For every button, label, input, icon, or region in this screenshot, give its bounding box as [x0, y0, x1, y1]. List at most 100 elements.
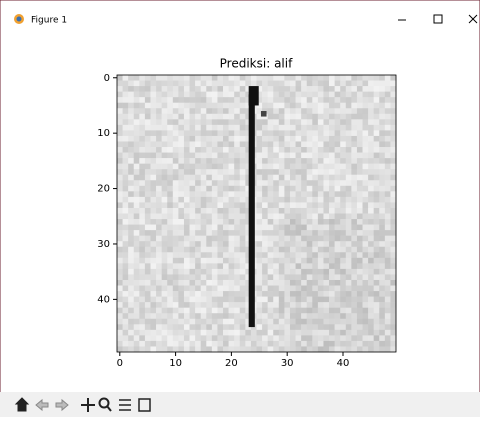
image-pixel: [167, 103, 173, 109]
image-pixel: [268, 81, 274, 87]
image-pixel: [184, 86, 190, 92]
image-pixel: [312, 92, 318, 98]
image-pixel: [374, 108, 380, 114]
image-pixel: [123, 302, 129, 308]
image-pixel: [262, 346, 268, 352]
image-pixel: [390, 114, 396, 120]
image-pixel: [123, 92, 129, 98]
image-pixel: [312, 335, 318, 341]
image-pixel: [279, 81, 285, 87]
image-pixel: [212, 269, 218, 275]
image-pixel: [240, 319, 246, 325]
image-pixel: [374, 247, 380, 253]
image-pixel: [312, 302, 318, 308]
image-pixel: [229, 180, 235, 186]
image-pixel: [150, 286, 156, 292]
image-pixel: [134, 335, 140, 341]
image-pixel: [162, 92, 168, 98]
image-pixel: [134, 291, 140, 297]
image-pixel: [363, 313, 369, 319]
image-pixel: [279, 175, 285, 181]
image-pixel: [229, 208, 235, 214]
image-pixel: [134, 136, 140, 142]
image-pixel: [206, 280, 212, 286]
image-pixel: [273, 136, 279, 142]
image-pixel: [206, 75, 212, 81]
image-pixel: [145, 241, 151, 247]
image-pixel: [379, 175, 385, 181]
image-pixel: [178, 258, 184, 264]
image-pixel: [206, 346, 212, 352]
image-pixel: [162, 335, 168, 341]
image-pixel: [335, 324, 341, 330]
image-pixel: [385, 158, 391, 164]
image-pixel: [212, 81, 218, 87]
image-pixel: [212, 230, 218, 236]
image-pixel: [123, 164, 129, 170]
image-pixel: [173, 335, 179, 341]
image-pixel: [117, 258, 123, 264]
image-pixel: [284, 346, 290, 352]
image-pixel: [150, 324, 156, 330]
image-pixel: [234, 247, 240, 253]
image-pixel: [329, 236, 335, 242]
image-pixel: [279, 208, 285, 214]
image-pixel: [368, 141, 374, 147]
image-pixel: [190, 208, 196, 214]
image-pixel: [374, 114, 380, 120]
image-pixel: [329, 92, 335, 98]
image-pixel: [190, 214, 196, 220]
image-pixel: [279, 274, 285, 280]
image-pixel: [363, 258, 369, 264]
image-pixel: [257, 247, 263, 253]
image-pixel: [390, 341, 396, 347]
image-pixel: [162, 230, 168, 236]
image-pixel: [195, 291, 201, 297]
image-pixel: [329, 335, 335, 341]
image-pixel: [296, 286, 302, 292]
image-pixel: [385, 197, 391, 203]
image-pixel: [195, 346, 201, 352]
image-pixel: [368, 280, 374, 286]
image-pixel: [268, 225, 274, 231]
image-pixel: [346, 286, 352, 292]
image-pixel: [329, 219, 335, 225]
image-pixel: [145, 308, 151, 314]
image-pixel: [307, 86, 313, 92]
image-pixel: [290, 197, 296, 203]
image-pixel: [357, 263, 363, 269]
image-pixel: [363, 291, 369, 297]
image-pixel: [257, 125, 263, 131]
image-pixel: [312, 286, 318, 292]
image-pixel: [379, 186, 385, 192]
image-pixel: [184, 302, 190, 308]
image-pixel: [323, 136, 329, 142]
image-pixel: [335, 308, 341, 314]
image-pixel: [307, 153, 313, 159]
image-pixel: [301, 86, 307, 92]
image-pixel: [279, 252, 285, 258]
image-pixel: [296, 230, 302, 236]
y-tick-label: 20: [97, 184, 110, 195]
image-pixel: [301, 125, 307, 131]
image-pixel: [173, 108, 179, 114]
image-pixel: [240, 164, 246, 170]
image-pixel: [156, 208, 162, 214]
image-pixel: [346, 130, 352, 136]
image-pixel: [340, 191, 346, 197]
image-pixel: [335, 186, 341, 192]
image-pixel: [268, 86, 274, 92]
image-pixel: [212, 324, 218, 330]
image-pixel: [156, 263, 162, 269]
image-pixel: [123, 97, 129, 103]
image-pixel: [145, 136, 151, 142]
image-pixel: [279, 147, 285, 153]
image-pixel: [296, 97, 302, 103]
image-pixel: [234, 263, 240, 269]
image-pixel: [335, 335, 341, 341]
image-pixel: [156, 241, 162, 247]
image-pixel: [290, 313, 296, 319]
image-pixel: [284, 291, 290, 297]
image-pixel: [195, 119, 201, 125]
image-pixel: [201, 103, 207, 109]
